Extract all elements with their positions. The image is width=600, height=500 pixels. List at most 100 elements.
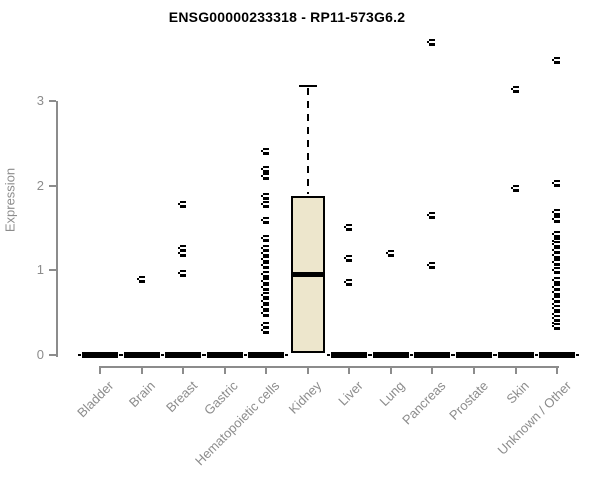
outlier-point bbox=[385, 250, 394, 258]
chart-title: ENSG00000233318 - RP11-573G6.2 bbox=[168, 9, 406, 25]
outlier-point bbox=[261, 250, 270, 258]
outlier-point bbox=[178, 200, 187, 208]
outlier-point bbox=[261, 321, 270, 329]
outlier-point bbox=[261, 262, 270, 270]
outlier-point bbox=[136, 275, 145, 283]
zero-median-liver bbox=[327, 352, 372, 358]
x-axis-tick bbox=[265, 366, 268, 374]
outlier-point bbox=[552, 56, 561, 64]
outlier-point bbox=[552, 215, 561, 223]
x-axis-tick bbox=[140, 366, 143, 374]
outlier-point bbox=[261, 173, 270, 181]
y-axis-tick bbox=[49, 184, 56, 187]
x-tick-label-unknown-other: Unknown / Other bbox=[494, 378, 574, 458]
outlier-point bbox=[510, 85, 519, 93]
outlier-point bbox=[552, 323, 561, 331]
zero-median-skin bbox=[493, 352, 538, 358]
outlier-point bbox=[552, 180, 561, 188]
y-tick-label: 2 bbox=[36, 177, 44, 193]
x-axis-tick bbox=[182, 366, 185, 374]
zero-median-bladder bbox=[78, 352, 122, 358]
outlier-point bbox=[552, 247, 561, 255]
x-axis-tick bbox=[223, 366, 226, 374]
outlier-point bbox=[178, 269, 187, 277]
outlier-point bbox=[261, 309, 270, 317]
outlier-point bbox=[261, 235, 270, 243]
outlier-point bbox=[552, 252, 561, 260]
outlier-point bbox=[261, 148, 270, 156]
x-axis-tick bbox=[389, 366, 392, 374]
outlier-point bbox=[552, 267, 561, 275]
upper-whisker-kidney bbox=[306, 87, 309, 194]
x-tick-label-prostate: Prostate bbox=[445, 378, 491, 423]
outlier-point bbox=[261, 244, 270, 252]
zero-median-gastric bbox=[202, 352, 247, 358]
outlier-point bbox=[261, 192, 270, 200]
zero-median-unknown-other bbox=[535, 352, 580, 358]
zero-median-prostate bbox=[451, 352, 496, 358]
x-axis-tick bbox=[514, 366, 517, 374]
zero-median-lung bbox=[368, 352, 413, 358]
outlier-point bbox=[261, 200, 270, 208]
y-axis-tick bbox=[49, 269, 56, 272]
outlier-point bbox=[344, 224, 353, 232]
outlier-point bbox=[344, 279, 353, 287]
y-tick-label: 3 bbox=[36, 93, 44, 109]
x-tick-label-gastric: Gastric bbox=[201, 378, 242, 418]
outlier-point bbox=[261, 297, 270, 305]
outlier-point bbox=[552, 301, 561, 309]
x-axis-tick bbox=[472, 366, 475, 374]
y-tick-label: 1 bbox=[36, 262, 44, 278]
outlier-point bbox=[178, 244, 187, 252]
x-axis-line bbox=[100, 366, 560, 368]
x-axis-tick bbox=[306, 366, 309, 374]
outlier-point bbox=[344, 254, 353, 262]
zero-median-breast bbox=[161, 352, 206, 358]
outlier-point bbox=[261, 284, 270, 292]
y-axis-line bbox=[56, 101, 58, 357]
zero-median-brain bbox=[119, 352, 164, 358]
outlier-point bbox=[552, 241, 561, 249]
outlier-point bbox=[261, 278, 270, 286]
outlier-point bbox=[552, 209, 561, 217]
x-tick-label-liver: Liver bbox=[335, 378, 366, 409]
outlier-point bbox=[261, 326, 270, 334]
outlier-point bbox=[552, 231, 561, 239]
outlier-point bbox=[178, 250, 187, 258]
outlier-point bbox=[261, 165, 270, 173]
y-axis-tick bbox=[49, 354, 56, 356]
outlier-point bbox=[552, 305, 561, 313]
outlier-point bbox=[261, 291, 270, 299]
outlier-point bbox=[552, 284, 561, 292]
zero-median-hematopoietic-cells bbox=[244, 352, 289, 358]
outlier-point bbox=[261, 256, 270, 264]
x-axis-tick bbox=[431, 366, 434, 374]
x-tick-label-lung: Lung bbox=[376, 378, 408, 410]
outlier-point bbox=[552, 296, 561, 304]
outlier-point bbox=[427, 212, 436, 220]
y-tick-label: 0 bbox=[36, 347, 44, 362]
outlier-point bbox=[552, 314, 561, 322]
outlier-point bbox=[427, 38, 436, 46]
outlier-point bbox=[261, 270, 270, 278]
y-axis-tick bbox=[49, 100, 56, 103]
median-line-kidney bbox=[290, 272, 325, 278]
x-axis-tick bbox=[348, 366, 351, 374]
outlier-point bbox=[552, 276, 561, 284]
x-tick-label-pancreas: Pancreas bbox=[399, 378, 450, 428]
whisker-cap-kidney bbox=[298, 84, 317, 87]
x-axis-tick bbox=[556, 366, 559, 374]
x-tick-label-bladder: Bladder bbox=[74, 378, 117, 421]
x-tick-label-breast: Breast bbox=[162, 378, 200, 416]
outlier-point bbox=[427, 262, 436, 270]
zero-median-pancreas bbox=[410, 352, 455, 358]
x-tick-label-brain: Brain bbox=[126, 378, 159, 411]
outlier-point bbox=[261, 303, 270, 311]
x-tick-label-kidney: Kidney bbox=[285, 378, 325, 417]
outlier-point bbox=[552, 310, 561, 318]
x-tick-label-skin: Skin bbox=[503, 378, 533, 407]
outlier-point bbox=[552, 289, 561, 297]
outlier-point bbox=[261, 216, 270, 224]
outlier-point bbox=[510, 185, 519, 193]
